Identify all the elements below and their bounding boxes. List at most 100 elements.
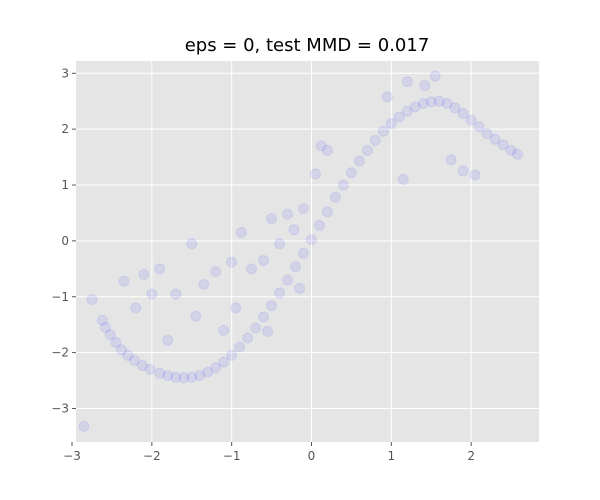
data-point <box>449 102 461 114</box>
data-point <box>104 329 116 341</box>
x-tick-label: 0 <box>308 449 316 463</box>
data-point <box>190 310 202 322</box>
data-point <box>146 288 158 300</box>
data-point <box>258 311 270 323</box>
y-tick-label: 0 <box>61 234 69 248</box>
data-point <box>86 294 98 306</box>
data-point <box>218 356 230 368</box>
data-point <box>369 134 381 146</box>
data-point <box>226 256 238 268</box>
data-point <box>393 111 405 123</box>
data-point <box>274 238 286 250</box>
data-point <box>250 322 262 334</box>
data-point <box>130 302 142 314</box>
data-point <box>417 97 429 109</box>
data-point <box>128 354 140 366</box>
data-point <box>110 337 122 349</box>
data-point <box>210 266 222 278</box>
data-points <box>78 70 523 432</box>
data-point <box>144 363 156 375</box>
data-point <box>315 140 327 152</box>
data-point <box>505 144 517 156</box>
data-point <box>401 76 413 88</box>
data-point <box>469 169 481 181</box>
data-point <box>246 263 258 275</box>
data-point <box>401 105 413 117</box>
data-point <box>198 278 210 290</box>
data-point <box>122 349 134 361</box>
data-point <box>489 133 501 145</box>
data-point <box>210 362 222 374</box>
data-point <box>290 261 302 273</box>
grid-lines <box>71 61 539 442</box>
data-point <box>186 371 198 383</box>
chart-title: eps = 0, test MMD = 0.017 <box>185 35 430 56</box>
data-point <box>294 282 306 294</box>
data-point <box>298 202 310 214</box>
x-tick-label: −2 <box>143 449 161 463</box>
x-tick-label: −3 <box>63 449 81 463</box>
data-point <box>305 234 317 246</box>
data-point <box>282 208 294 220</box>
x-tick-label: 1 <box>387 449 395 463</box>
data-point <box>298 247 310 259</box>
data-point <box>218 324 230 336</box>
data-point <box>457 165 469 177</box>
data-point <box>377 125 389 137</box>
x-tick-label: 2 <box>467 449 475 463</box>
data-point <box>465 114 477 126</box>
data-point <box>429 70 441 82</box>
data-point <box>234 341 246 353</box>
y-tick-label: −3 <box>51 401 69 415</box>
data-point <box>288 224 300 236</box>
x-axis: −3 −2 −1 0 1 2 <box>63 442 475 463</box>
data-point <box>457 108 469 120</box>
data-point <box>170 288 182 300</box>
x-tick-label: −1 <box>223 449 241 463</box>
data-point <box>162 334 174 346</box>
data-point <box>78 420 90 432</box>
data-point <box>385 118 397 130</box>
y-axis: −3 −2 −1 0 1 2 3 <box>51 66 76 415</box>
data-point <box>409 101 421 113</box>
plot-area <box>76 61 539 442</box>
data-point <box>345 167 357 179</box>
data-point <box>136 359 148 371</box>
data-point <box>425 96 437 108</box>
data-point <box>381 91 393 103</box>
data-point <box>118 275 130 287</box>
data-point <box>445 154 457 166</box>
y-tick-label: 3 <box>61 66 69 80</box>
data-point <box>138 268 150 280</box>
data-point <box>313 219 325 231</box>
data-point <box>282 274 294 286</box>
data-point <box>441 97 453 109</box>
data-point <box>337 179 349 191</box>
data-point <box>361 144 373 156</box>
data-point <box>309 168 321 180</box>
data-point <box>473 121 485 133</box>
data-point <box>321 206 333 218</box>
data-point <box>96 314 108 326</box>
data-point <box>178 372 190 384</box>
data-point <box>419 80 431 92</box>
data-point <box>154 263 166 275</box>
data-point <box>226 349 238 361</box>
data-point <box>321 144 333 156</box>
data-point <box>353 155 365 167</box>
data-point <box>162 370 174 382</box>
data-point <box>194 370 206 382</box>
data-point <box>433 95 445 107</box>
data-point <box>235 227 247 239</box>
data-point <box>266 213 278 225</box>
data-point <box>170 371 182 383</box>
data-point <box>202 366 214 378</box>
data-point <box>100 321 112 333</box>
data-point <box>262 325 274 337</box>
y-tick-label: 2 <box>61 122 69 136</box>
y-tick-label: −2 <box>51 346 69 360</box>
data-point <box>481 128 493 140</box>
data-point <box>397 173 409 185</box>
data-point <box>186 238 198 250</box>
